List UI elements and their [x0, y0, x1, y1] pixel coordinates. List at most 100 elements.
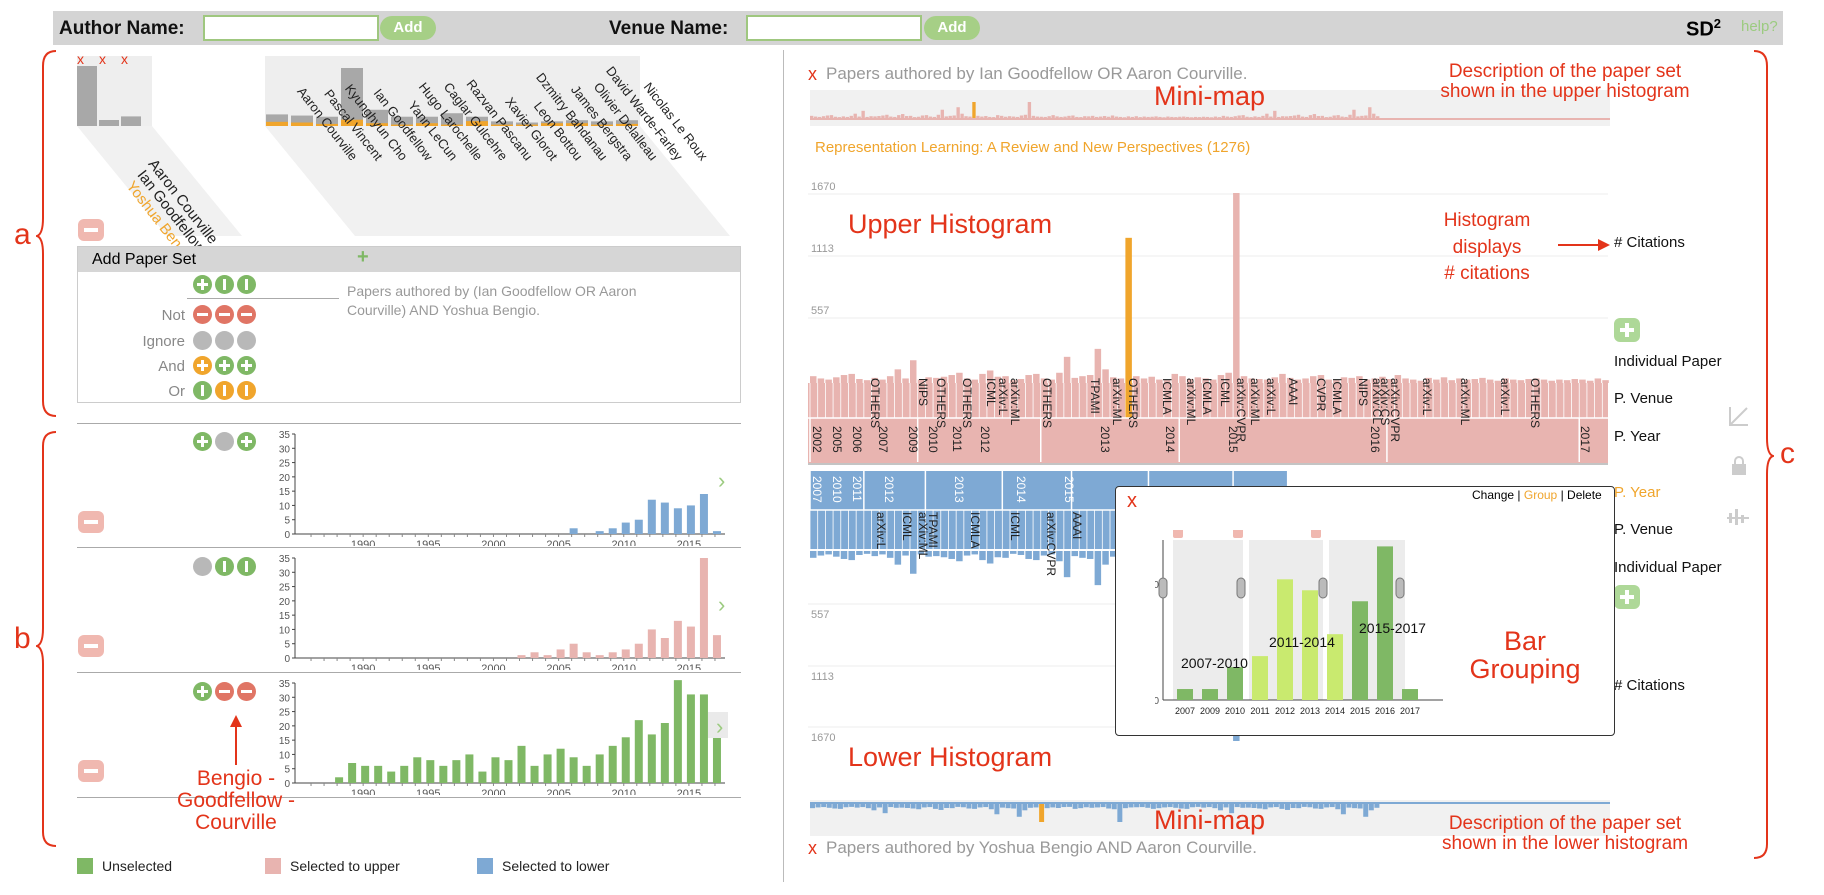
minimap-bar[interactable] [853, 113, 857, 120]
minimap-bar[interactable] [1296, 114, 1301, 120]
minimap-bar[interactable] [1139, 804, 1145, 808]
minimap-bar[interactable] [854, 804, 860, 808]
timeline-bar[interactable] [608, 652, 617, 658]
coauthor-bar[interactable] [416, 116, 438, 126]
set-header-ops[interactable] [193, 275, 259, 294]
venue-label[interactable]: CVPR [1314, 378, 1328, 412]
paper-bar[interactable] [863, 551, 871, 554]
minimap-bar[interactable] [1360, 115, 1364, 120]
minimap-bar[interactable] [1095, 804, 1100, 808]
minimap-bar[interactable] [1262, 804, 1268, 810]
minimap-bar[interactable] [956, 107, 960, 120]
paper-bar[interactable] [810, 376, 817, 383]
minimap-bar[interactable] [837, 804, 843, 809]
selected-authors-hist[interactable] [77, 56, 152, 126]
timeline-bar[interactable] [712, 531, 721, 534]
coauthor-selected-bar[interactable] [291, 122, 313, 126]
venue-label[interactable]: ICMLA [968, 512, 982, 549]
group-bar[interactable] [1252, 656, 1268, 700]
timeline-bar[interactable] [530, 765, 539, 783]
paper-bar[interactable] [1102, 551, 1109, 565]
coauthors-hist[interactable] [265, 56, 640, 126]
minimap-bar[interactable] [1268, 804, 1274, 808]
minimap-bar[interactable] [1324, 804, 1330, 808]
remove-author-marks[interactable]: xxx [77, 51, 143, 67]
minimap-bar[interactable] [1296, 804, 1302, 809]
timeline-bar[interactable] [348, 763, 357, 783]
paper-bar[interactable] [871, 551, 879, 557]
paper-bar[interactable] [1079, 376, 1086, 383]
timeline-bar[interactable] [556, 748, 565, 783]
paper-bar[interactable] [902, 378, 909, 383]
minimap-bar[interactable] [1221, 115, 1226, 120]
paper-bar[interactable] [1556, 379, 1563, 383]
minimap-bar[interactable] [1162, 804, 1168, 808]
paper-bar[interactable] [979, 551, 986, 561]
timeline-bar[interactable] [699, 494, 708, 534]
year-label[interactable]: 2010 [830, 476, 844, 503]
minimap-bar[interactable] [1031, 115, 1036, 120]
paper-bar[interactable] [1179, 376, 1186, 383]
timeline-bar[interactable] [595, 655, 604, 658]
minimap-bar[interactable] [1022, 804, 1028, 811]
paper-bar[interactable] [1440, 377, 1448, 383]
coauthor-selected-bar[interactable] [491, 124, 513, 126]
timeline-bar[interactable] [426, 760, 435, 783]
timeline-bar[interactable] [400, 765, 409, 783]
minimap-bar[interactable] [815, 804, 821, 808]
coauthor-selected-bar[interactable] [516, 124, 538, 126]
minimap-bar[interactable] [821, 804, 827, 808]
timeline-bar[interactable] [699, 558, 708, 658]
remove-section-button[interactable] [78, 219, 104, 241]
paper-bar[interactable] [917, 551, 925, 555]
paper-bar[interactable] [1471, 379, 1479, 383]
coauthor-selected-bar[interactable] [566, 123, 588, 126]
paper-bar[interactable] [1302, 378, 1309, 383]
group-divider-handle[interactable] [1158, 577, 1168, 599]
minimap-bar[interactable] [1257, 804, 1263, 809]
year-label[interactable]: 2006 [850, 426, 864, 453]
minimap-bar[interactable] [1050, 804, 1056, 808]
paper-bar[interactable] [986, 551, 994, 564]
paper-bar[interactable] [1286, 377, 1294, 383]
minimap-bar[interactable] [1273, 110, 1277, 120]
paper-bar[interactable] [971, 379, 979, 383]
timeline-bar[interactable] [517, 745, 526, 783]
paper-bar[interactable] [1202, 378, 1209, 383]
ignore-ops[interactable] [193, 331, 259, 350]
minimap-bar[interactable] [1110, 115, 1115, 120]
remove-timeline1-button[interactable] [78, 511, 104, 533]
paper-bar[interactable] [1002, 551, 1009, 558]
paper-bar[interactable] [933, 377, 940, 383]
paper-bar[interactable] [1233, 193, 1240, 383]
paper-bar[interactable] [1094, 551, 1102, 586]
minimap-bar[interactable] [899, 804, 905, 808]
minimap-bar[interactable] [940, 109, 944, 120]
timeline-bar[interactable] [387, 771, 396, 783]
timeline-bar[interactable] [660, 502, 669, 534]
timeline-bar[interactable] [686, 694, 695, 783]
paper-bar[interactable] [1040, 378, 1048, 383]
paper-bar[interactable] [1017, 379, 1025, 383]
minimap-bar[interactable] [1217, 804, 1223, 811]
paper-bar[interactable] [894, 551, 902, 565]
paper-bar[interactable] [1063, 356, 1071, 383]
paper-bar[interactable] [1079, 551, 1086, 558]
minimap-bar[interactable] [826, 804, 832, 808]
minimap-bar[interactable] [1363, 804, 1369, 817]
paper-bar[interactable] [1117, 378, 1125, 383]
minimap-bar[interactable] [1201, 804, 1207, 808]
group-divider-handle[interactable] [1236, 577, 1246, 599]
minimap-bar[interactable] [1067, 804, 1073, 807]
minimap-bar[interactable] [1368, 107, 1372, 120]
minimap-bar[interactable] [1078, 804, 1084, 809]
group-bar[interactable] [1402, 689, 1418, 700]
paper-bar[interactable] [1379, 376, 1386, 383]
paper-bar[interactable] [1002, 376, 1009, 383]
minimap-bar[interactable] [860, 804, 866, 808]
minimap-bar[interactable] [861, 110, 865, 120]
timeline-bar[interactable] [582, 765, 591, 783]
minimap-bar[interactable] [881, 115, 885, 120]
venue-label[interactable]: ICML [1218, 378, 1232, 407]
